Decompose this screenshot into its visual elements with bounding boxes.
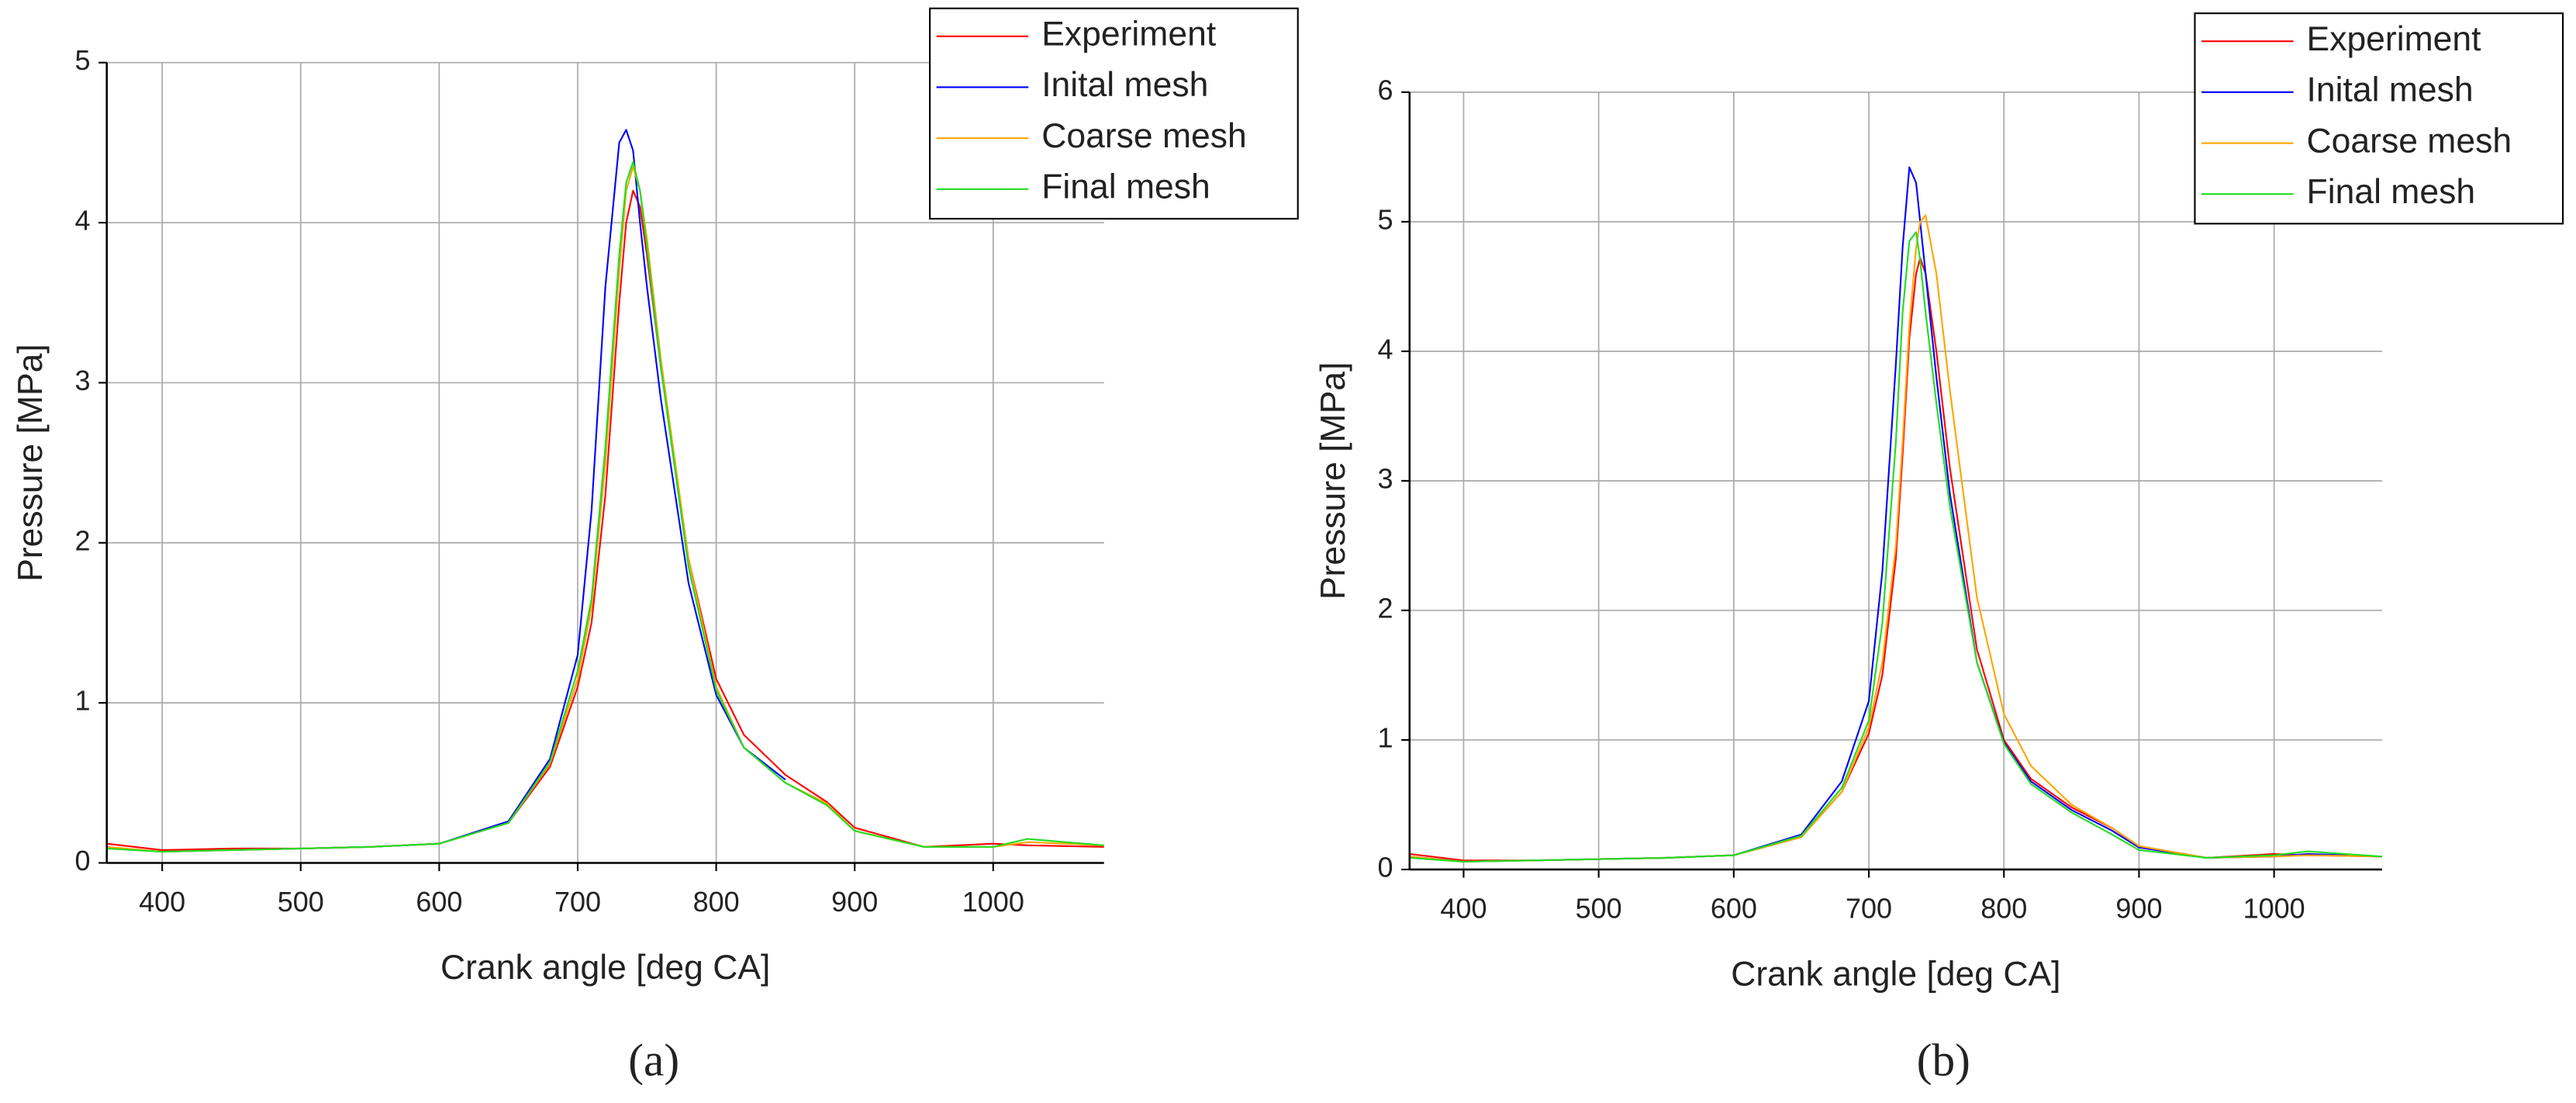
panel-label: (b) — [1917, 1035, 1970, 1086]
y-tick-label: 1 — [74, 685, 90, 717]
y-tick-label: 5 — [74, 44, 90, 76]
legend-label: Inital mesh — [1041, 66, 1208, 104]
x-tick-label: 700 — [1846, 892, 1892, 924]
y-axis-title: Pressure [MPa] — [12, 344, 50, 582]
series-line — [1409, 231, 2383, 863]
legend-label: Final mesh — [2307, 173, 2476, 211]
legend-box — [2194, 12, 2564, 225]
y-tick-label: 0 — [74, 845, 90, 877]
x-tick-label: 600 — [1711, 892, 1757, 924]
x-tick-label: 900 — [2115, 892, 2162, 924]
x-tick-label: 1000 — [962, 886, 1024, 918]
x-tick-label: 500 — [1576, 892, 1622, 924]
series-line — [106, 161, 1104, 853]
legend-label: Coarse mesh — [1041, 117, 1247, 155]
series-line — [162, 129, 786, 853]
legend-label: Coarse mesh — [2307, 122, 2512, 160]
y-axis-title: Pressure [MPa] — [1314, 362, 1352, 600]
y-tick-label: 5 — [1378, 203, 1393, 235]
series-line — [1409, 166, 2383, 863]
panel-label: (a) — [628, 1035, 679, 1086]
legend-label: Experiment — [2307, 20, 2482, 58]
y-tick-label: 4 — [74, 205, 90, 237]
x-tick-label: 400 — [1440, 892, 1487, 924]
y-tick-label: 1 — [1378, 721, 1393, 753]
x-tick-label: 600 — [416, 886, 462, 918]
x-tick-label: 1000 — [2243, 892, 2305, 924]
y-tick-label: 0 — [1378, 851, 1393, 883]
legend-label: Inital mesh — [2307, 71, 2474, 109]
x-tick-label: 700 — [554, 886, 601, 918]
series-line — [106, 165, 1104, 853]
y-tick-label: 3 — [74, 365, 90, 396]
x-tick-label: 900 — [831, 886, 878, 918]
series-line — [1409, 214, 2383, 863]
x-axis-title: Crank angle [deg CA] — [440, 949, 770, 987]
y-tick-label: 4 — [1378, 333, 1393, 365]
legend-label: Experiment — [1041, 16, 1217, 54]
x-tick-label: 400 — [139, 886, 185, 918]
x-tick-label: 800 — [693, 886, 740, 918]
y-tick-label: 6 — [1378, 74, 1393, 105]
x-tick-label: 500 — [278, 886, 324, 918]
series-line — [1409, 257, 2383, 862]
x-axis-title: Crank angle [deg CA] — [1731, 955, 2060, 993]
y-tick-label: 2 — [1378, 592, 1393, 624]
legend-label: Final mesh — [1041, 168, 1210, 206]
x-tick-label: 800 — [1980, 892, 2027, 924]
y-tick-label: 2 — [74, 524, 90, 556]
legend-box — [929, 7, 1299, 220]
y-tick-label: 3 — [1378, 462, 1393, 494]
